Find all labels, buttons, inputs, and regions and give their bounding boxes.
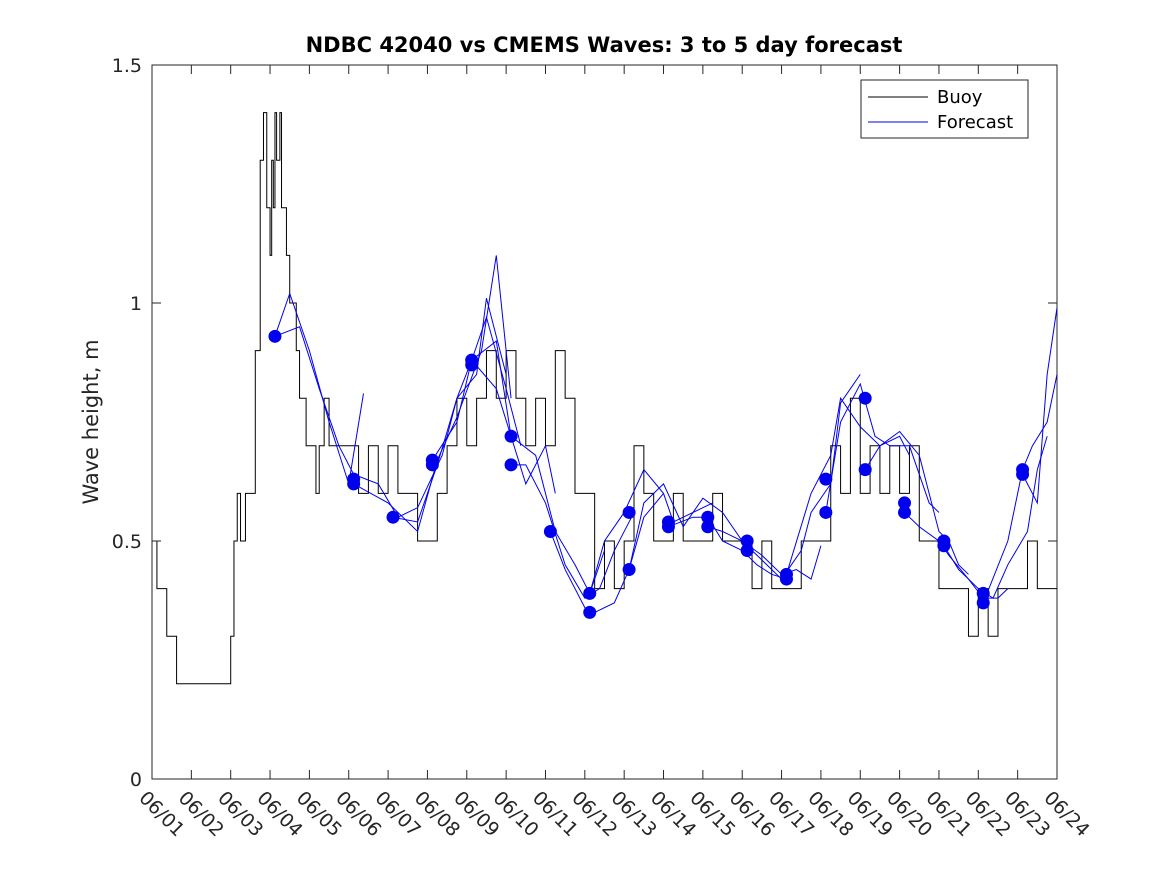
forecast-marker — [1016, 467, 1030, 481]
forecast-run-line-12 — [668, 516, 787, 580]
forecast-marker — [583, 586, 597, 600]
plot-area — [151, 64, 1058, 780]
y-tick-label: 1.5 — [112, 55, 142, 77]
y-axis-label: Wave height, m — [79, 339, 103, 504]
forecast-run-line-20 — [982, 374, 1058, 604]
forecast-marker — [583, 605, 597, 619]
forecast-marker — [425, 458, 439, 472]
forecast-marker — [347, 477, 361, 491]
forecast-run-line-17 — [864, 430, 969, 575]
forecast-marker — [701, 510, 715, 524]
forecast-marker — [858, 463, 872, 477]
forecast-marker — [819, 472, 833, 486]
forecast-run-line-21 — [1022, 307, 1058, 505]
forecast-run-line-11 — [628, 483, 753, 570]
forecast-run-line-3 — [353, 298, 507, 518]
forecast-marker — [898, 496, 912, 510]
forecast-marker — [701, 520, 715, 534]
forecast-marker — [465, 358, 479, 372]
forecast-marker — [898, 505, 912, 519]
forecast-marker — [937, 539, 951, 553]
forecast-marker — [858, 391, 872, 405]
forecast-run-line-16 — [825, 382, 940, 513]
forecast-marker — [740, 534, 754, 548]
forecast-run-line-18 — [904, 512, 1009, 599]
forecast-marker — [268, 329, 282, 343]
forecast-marker — [976, 596, 990, 610]
forecast-run-line-6 — [431, 340, 556, 494]
y-tick-label: 1 — [130, 293, 142, 315]
forecast-marker — [622, 563, 636, 577]
y-tick-label: 0 — [130, 769, 142, 791]
forecast-marker — [504, 458, 518, 472]
y-tick-label: 0.5 — [112, 531, 142, 553]
y-axis: 0 0.5 1 1.5 — [112, 55, 1057, 791]
chart-title: NDBC 42040 vs CMEMS Waves: 3 to 5 day fo… — [306, 33, 903, 57]
forecast-marker — [543, 524, 557, 538]
legend-label-forecast: Forecast — [937, 112, 1013, 133]
forecast-run-line-10 — [589, 468, 713, 594]
forecast-run-line-13 — [707, 526, 822, 580]
forecast-marker — [622, 505, 636, 519]
forecast-marker — [779, 572, 793, 586]
forecast-run-line-8 — [511, 464, 635, 599]
forecast-run-line-2 — [274, 326, 355, 475]
forecast-run-line-15 — [786, 396, 910, 575]
forecast-marker — [504, 429, 518, 443]
legend: Buoy Forecast — [860, 79, 1029, 139]
forecast-marker — [661, 520, 675, 534]
forecast-marker — [740, 544, 754, 558]
plot-content — [152, 112, 1058, 685]
forecast-run-line-14 — [746, 374, 861, 580]
forecast-run-line-19 — [943, 436, 1048, 599]
forecast-marker — [819, 505, 833, 519]
forecast-run-line-9 — [549, 493, 664, 613]
series-buoy-line — [152, 112, 1057, 685]
forecast-run-line-4 — [353, 255, 512, 533]
legend-label-buoy: Buoy — [937, 87, 983, 108]
forecast-marker — [976, 586, 990, 600]
legend-box — [860, 79, 1029, 139]
forecast-marker — [386, 510, 400, 524]
forecast-run-line-5 — [392, 315, 522, 523]
